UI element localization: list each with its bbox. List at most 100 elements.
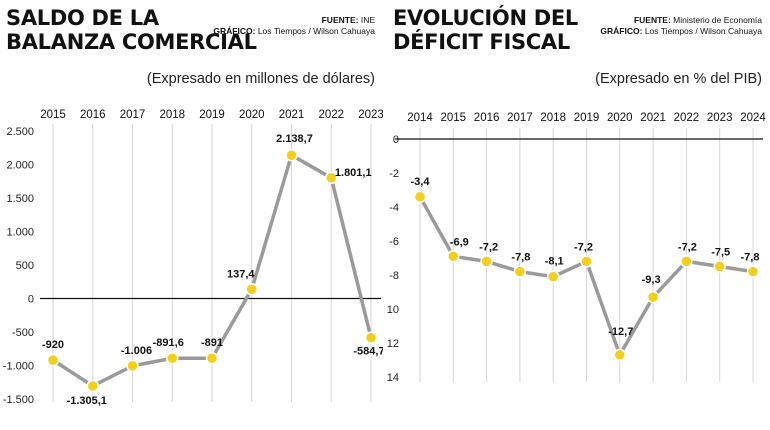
data-point	[513, 265, 527, 278]
trade-balance-panel: SALDO DE LA BALANZA COMERCIAL FUENTE: IN…	[0, 0, 383, 430]
data-point	[86, 379, 99, 393]
data-point	[166, 351, 179, 365]
fiscal-deficit-title-line1: EVOLUCIÓN DEL	[393, 6, 578, 30]
graphic-credit: Los Tiempos / Wilson Cahuaya	[257, 26, 375, 36]
x-tick-label: 2015	[40, 109, 66, 121]
data-point	[613, 348, 627, 362]
graphic-label: GRÁFICO:	[600, 26, 643, 36]
x-tick-label: 2014	[407, 112, 433, 124]
trade-balance-credits: FUENTE: INE GRÁFICO: Los Tiempos / Wilso…	[213, 15, 375, 37]
y-tick-label: -1.000	[3, 361, 34, 373]
plot-area: 2014 2015 2016 2017 2018 2019 2020 2021 2022 2023…	[387, 112, 766, 384]
fiscal-deficit-panel: EVOLUCIÓN DEL DÉFICIT FISCAL FUENTE: Min…	[387, 0, 770, 430]
y-tick-label: 0	[28, 294, 34, 306]
data-label: -7,5	[711, 247, 730, 259]
data-point	[447, 250, 460, 263]
trade-balance-title-line2: BALANZA COMERCIAL	[6, 30, 257, 54]
trade-balance-title-line1: SALDO DE LA	[6, 6, 159, 30]
data-label: -7,2	[574, 241, 593, 253]
y-tick-label: -10	[387, 304, 399, 316]
y-tick-label: 1.000	[6, 227, 34, 239]
data-point	[680, 255, 693, 268]
data-label: 137,4	[227, 268, 255, 280]
y-tick-label: 2.500	[6, 126, 34, 138]
fiscal-deficit-credits: FUENTE: Ministerio de Economía GRÁFICO: …	[600, 15, 762, 37]
y-tick-label: -4	[389, 202, 399, 214]
y-tick-label: 500	[16, 260, 34, 272]
x-tick-label: 2019	[199, 109, 225, 121]
x-tick-label: 2022	[318, 109, 344, 121]
fiscal-deficit-unit-note: (Expresado en % del PIB)	[595, 71, 762, 87]
source-label: FUENTE:	[321, 15, 359, 25]
data-label: -7,8	[511, 252, 530, 264]
x-tick-label: 2019	[574, 112, 600, 124]
data-label: -6,9	[450, 236, 469, 248]
data-label: -7,2	[678, 241, 697, 253]
x-tick-label: 2017	[120, 109, 146, 121]
data-label: -920	[42, 339, 64, 351]
y-tick-label: -2	[389, 168, 399, 180]
data-point	[46, 353, 60, 367]
y-tick-label: 0	[393, 134, 399, 146]
data-label: -891,6	[153, 337, 184, 349]
x-tick-label: 2018	[540, 112, 566, 124]
trade-balance-unit-note: (Expresado en millones de dólares)	[146, 71, 375, 87]
y-tick-label: -8	[389, 270, 399, 282]
data-point	[480, 255, 493, 268]
y-tick-label: -12	[387, 338, 399, 350]
data-point	[713, 260, 726, 273]
x-tick-label: 2015	[441, 112, 467, 124]
x-tick-label: 2016	[474, 112, 500, 124]
data-point	[245, 283, 258, 296]
data-point	[126, 359, 139, 373]
data-point	[325, 171, 338, 185]
data-point	[546, 270, 560, 283]
source-value: INE	[360, 15, 375, 25]
data-label: -7,2	[479, 241, 498, 253]
fiscal-deficit-title: EVOLUCIÓN DEL DÉFICIT FISCAL	[393, 6, 578, 54]
fiscal-deficit-title-line2: DÉFICIT FISCAL	[393, 30, 570, 54]
data-label: -7,8	[741, 252, 760, 264]
fiscal-deficit-line-chart: 2014 2015 2016 2017 2018 2019 2020 2021 2022 2023…	[387, 112, 766, 384]
x-tick-label: 2020	[239, 109, 265, 121]
panel-divider	[383, 0, 387, 430]
data-label: -1.006	[121, 345, 152, 357]
x-tick-label: 2024	[740, 112, 766, 124]
y-tick-label: 1.500	[6, 193, 34, 205]
data-point	[413, 190, 427, 204]
data-label: -9,3	[642, 274, 661, 286]
graphic-credit: Los Tiempos / Wilson Cahuaya	[644, 26, 762, 36]
x-tick-label: 2022	[674, 112, 700, 124]
data-label: 1.801,1	[335, 167, 372, 179]
data-point	[580, 255, 593, 268]
data-label: -1.305,1	[67, 395, 107, 407]
x-tick-label: 2021	[279, 109, 305, 121]
y-tick-label: -1.500	[3, 394, 34, 406]
y-tick-label: -14	[387, 372, 399, 384]
y-tick-label: 2.000	[6, 160, 34, 172]
y-tick-label: -500	[12, 327, 34, 339]
data-point	[646, 290, 660, 304]
trade-balance-line-chart: 2015 2016 2017 2018 2019 2020 2021 2022 2023 2.50…	[3, 109, 383, 407]
x-tick-label: 2020	[607, 112, 633, 124]
source-label: FUENTE:	[633, 15, 671, 25]
x-tick-label: 2023	[707, 112, 733, 124]
data-point	[364, 331, 378, 344]
data-label: 2.138,7	[276, 133, 313, 145]
x-tick-label: 2023	[358, 109, 383, 121]
x-tick-label: 2021	[640, 112, 666, 124]
data-point	[205, 351, 219, 365]
x-tick-label: 2016	[80, 109, 106, 121]
graphic-label: GRÁFICO:	[213, 26, 256, 36]
data-label: -584,7	[353, 346, 383, 358]
x-tick-label: 2017	[507, 112, 533, 124]
x-tick-label: 2018	[159, 109, 185, 121]
data-label: -12,7	[608, 326, 633, 338]
y-tick-label: -6	[389, 236, 399, 248]
data-label: -8,1	[545, 256, 564, 268]
data-label: -891	[201, 337, 223, 349]
data-point	[285, 148, 298, 162]
trade-balance-title: SALDO DE LA BALANZA COMERCIAL	[6, 6, 257, 54]
data-point	[746, 265, 760, 278]
plot-area: 2015 2016 2017 2018 2019 2020 2021 2022 2023 2.50…	[3, 109, 383, 407]
